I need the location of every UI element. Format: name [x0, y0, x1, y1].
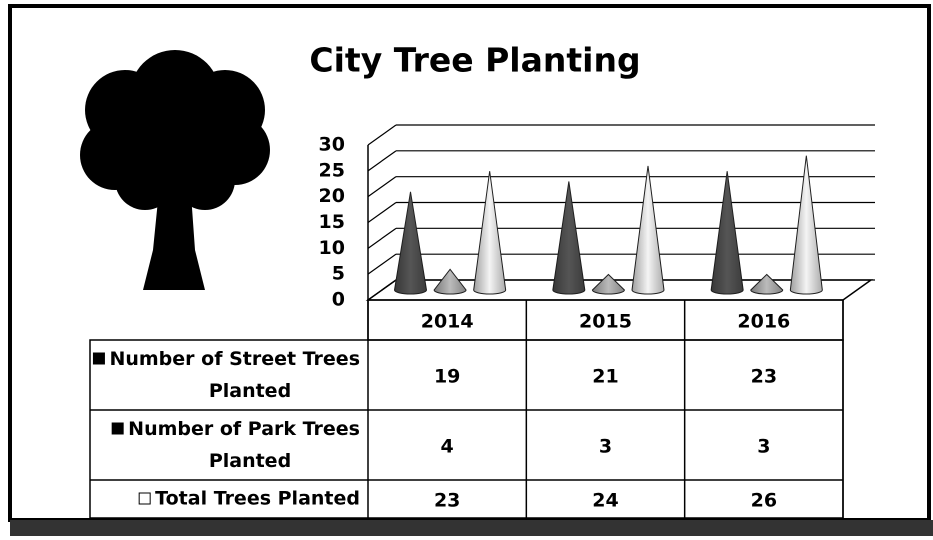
- grid-line: [367, 176, 397, 198]
- table-cell: 21: [592, 366, 618, 388]
- grid-line: [367, 124, 397, 146]
- legend-label: Number of Street Trees Planted: [109, 348, 360, 402]
- legend-line: Number of Park Trees: [128, 418, 360, 440]
- legend-label: Total Trees Planted: [155, 488, 360, 510]
- grid-line: [367, 253, 397, 275]
- legend-label: Number of Park Trees Planted: [128, 418, 360, 472]
- y-tick-label: 25: [319, 159, 345, 181]
- table-cell: 23: [434, 490, 460, 512]
- cone: [591, 273, 625, 295]
- cone-shade: [790, 155, 823, 294]
- legend-marker: [111, 422, 124, 435]
- y-tick-label: 10: [319, 237, 345, 259]
- cone: [552, 181, 586, 295]
- cone: [631, 165, 665, 295]
- cone-shade: [711, 171, 744, 294]
- cone-shade: [552, 181, 585, 294]
- cone: [473, 171, 507, 295]
- cone: [393, 191, 428, 295]
- cone-shade: [434, 269, 467, 294]
- cone-shade: [473, 171, 506, 294]
- y-tick-label: 20: [319, 185, 345, 207]
- table-cell: 19: [434, 366, 460, 388]
- grid-line: [367, 227, 397, 249]
- legend-marker: [138, 492, 151, 505]
- tree-icon: [80, 50, 270, 290]
- table-cell: 26: [751, 490, 777, 512]
- cone-shade: [394, 191, 427, 294]
- cone: [789, 155, 823, 295]
- table-cell: 24: [592, 490, 618, 512]
- y-tick-label: 0: [332, 289, 345, 311]
- x-tick-label: 2016: [737, 311, 790, 333]
- cone-shade: [592, 274, 625, 294]
- cone: [710, 171, 744, 295]
- bottom-strip: [10, 520, 933, 536]
- x-tick-label: 2015: [579, 311, 632, 333]
- cone: [750, 273, 784, 295]
- table-cell: 3: [757, 436, 770, 458]
- grid-line: [367, 202, 397, 223]
- chart-title: City Tree Planting: [309, 41, 640, 80]
- grid-line: [367, 150, 397, 172]
- y-tick-label: 5: [332, 263, 345, 285]
- legend-marker: [92, 352, 105, 365]
- grid-line: [367, 279, 397, 301]
- legend-line: Planted: [209, 380, 291, 402]
- legend-line: Number of Street Trees: [109, 348, 360, 370]
- cone-shade: [750, 274, 783, 294]
- y-tick-label: 30: [319, 134, 345, 156]
- cone: [433, 268, 467, 295]
- y-tick-label: 15: [319, 211, 345, 233]
- cone-shade: [632, 166, 664, 294]
- table-cell: 23: [751, 366, 777, 388]
- table-cell: 3: [599, 436, 612, 458]
- table-cell: 4: [441, 436, 454, 458]
- legend-line: Planted: [209, 450, 291, 472]
- x-tick-label: 2014: [421, 311, 474, 333]
